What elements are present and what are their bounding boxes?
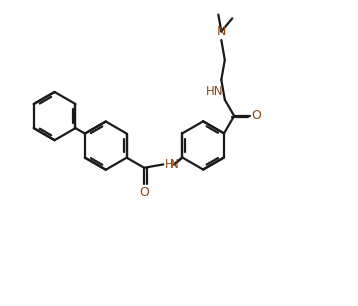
Text: N: N xyxy=(217,25,226,39)
Text: N: N xyxy=(170,158,179,171)
Text: HN: HN xyxy=(206,85,223,98)
Text: O: O xyxy=(139,186,149,199)
Text: H: H xyxy=(165,158,174,171)
Text: O: O xyxy=(252,109,261,122)
